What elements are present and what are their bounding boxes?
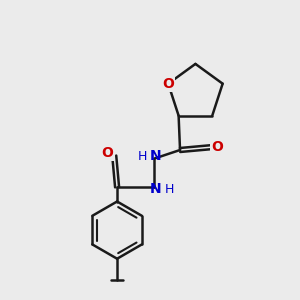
Text: O: O xyxy=(162,77,174,91)
Text: N: N xyxy=(150,149,161,163)
Text: O: O xyxy=(101,146,113,160)
Text: O: O xyxy=(211,140,223,154)
Text: H: H xyxy=(138,150,147,163)
Text: N: N xyxy=(150,182,161,197)
Text: H: H xyxy=(164,183,174,196)
